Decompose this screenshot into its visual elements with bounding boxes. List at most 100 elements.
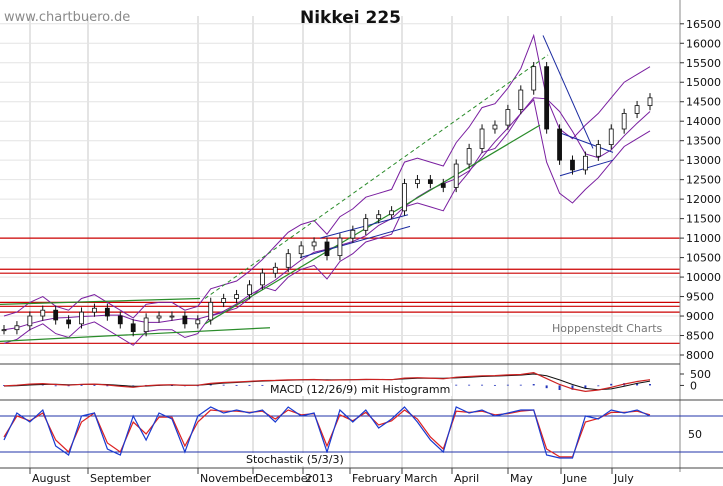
trend-line-dashed bbox=[204, 54, 549, 299]
macd-histogram-bar bbox=[636, 383, 639, 386]
macd-histogram-bar bbox=[248, 384, 251, 386]
provider-label: Hoppenstedt Charts bbox=[552, 322, 663, 335]
macd-histogram-bar bbox=[649, 384, 651, 386]
x-tick-label: April bbox=[454, 472, 479, 485]
macd-histogram-bar bbox=[545, 385, 548, 389]
y-tick-label: 10000 bbox=[686, 271, 721, 284]
price-bar bbox=[492, 124, 498, 130]
macd-histogram-bar bbox=[222, 384, 225, 386]
macd-histogram-bar bbox=[261, 384, 264, 386]
x-tick-label: August bbox=[32, 472, 71, 485]
price-bar bbox=[324, 241, 330, 257]
price-bar bbox=[79, 311, 84, 325]
price-bar bbox=[234, 294, 239, 299]
price-bar bbox=[427, 179, 433, 184]
macd-histogram-bar bbox=[235, 384, 238, 386]
macd-histogram-bar bbox=[209, 384, 212, 386]
macd-histogram-bar bbox=[506, 384, 509, 386]
macd-histogram-bar bbox=[584, 385, 587, 389]
price-bar bbox=[608, 128, 614, 145]
price-bar bbox=[531, 66, 537, 91]
y-tick-label: 12000 bbox=[686, 193, 721, 206]
y-tick-label: 12500 bbox=[686, 174, 721, 187]
price-bar bbox=[182, 315, 188, 325]
price-bar bbox=[415, 179, 420, 184]
macd-histogram-bar bbox=[455, 384, 458, 386]
macd-histogram-bar bbox=[558, 385, 561, 390]
price-bar bbox=[104, 307, 110, 317]
stochastic-k-line bbox=[3, 406, 651, 459]
wedge-line bbox=[559, 132, 614, 153]
price-bars bbox=[1, 61, 653, 337]
macd-histogram-bar bbox=[610, 383, 613, 386]
y-tick-label: 13000 bbox=[686, 154, 721, 167]
price-bar bbox=[634, 105, 640, 114]
y-tick-label: 15000 bbox=[686, 76, 721, 89]
price-bar bbox=[272, 266, 278, 274]
price-bar bbox=[298, 245, 304, 255]
macd-histogram-bar bbox=[519, 384, 522, 386]
price-bar bbox=[363, 218, 369, 231]
macd-histogram-bar bbox=[67, 385, 70, 387]
stochastic-y-tick-label: 50 bbox=[688, 428, 702, 441]
y-tick-label: 8500 bbox=[686, 330, 714, 343]
price-bar bbox=[66, 319, 71, 325]
y-tick-label: 10500 bbox=[686, 252, 721, 265]
price-bar bbox=[544, 66, 550, 130]
price-bar bbox=[285, 253, 291, 268]
macd-histogram-bar bbox=[532, 384, 535, 386]
macd-histogram-bar bbox=[93, 385, 96, 386]
macd-histogram-bar bbox=[196, 385, 199, 387]
x-tick-label: June bbox=[562, 472, 587, 485]
watermark-text[interactable]: www.chartbuero.de bbox=[4, 10, 131, 25]
price-bar bbox=[27, 315, 33, 327]
y-tick-label: 9000 bbox=[686, 310, 714, 323]
price-bar bbox=[195, 319, 201, 325]
price-bar bbox=[247, 284, 252, 296]
price-bar bbox=[337, 237, 343, 257]
macd-label: MACD (12/26/9) mit Histogramm bbox=[268, 383, 453, 396]
price-bar bbox=[130, 323, 136, 333]
y-tick-label: 14500 bbox=[686, 96, 721, 109]
price-bar bbox=[389, 210, 395, 216]
y-tick-label: 15500 bbox=[686, 57, 721, 70]
macd-histogram-bar bbox=[571, 385, 574, 390]
price-bar bbox=[557, 128, 562, 161]
price-bar bbox=[14, 325, 20, 331]
y-tick-label: 16500 bbox=[686, 18, 721, 31]
middle-band-line bbox=[3, 97, 651, 331]
y-tick-label: 9500 bbox=[686, 291, 714, 304]
y-tick-label: 13500 bbox=[686, 135, 721, 148]
x-tick-label: February bbox=[352, 472, 401, 485]
price-bar bbox=[621, 113, 627, 130]
price-bar bbox=[143, 317, 149, 333]
price-bar bbox=[466, 148, 472, 165]
price-bar bbox=[479, 128, 485, 149]
upper-band-line bbox=[3, 33, 651, 319]
stochastic-label: Stochastik (5/3/3) bbox=[244, 453, 346, 466]
price-bar bbox=[208, 301, 214, 321]
macd-line bbox=[3, 371, 651, 393]
macd-y-tick-label: 500 bbox=[690, 368, 711, 381]
price-bar bbox=[350, 229, 356, 239]
macd-histogram-bar bbox=[468, 384, 471, 386]
macd-histogram-bar bbox=[54, 385, 57, 387]
wedge-line bbox=[542, 35, 594, 149]
lower-band-line bbox=[3, 98, 651, 346]
x-tick-label: September bbox=[90, 472, 151, 485]
x-tick-label: December bbox=[255, 472, 313, 485]
price-bar bbox=[440, 183, 446, 188]
price-bar bbox=[169, 315, 175, 318]
price-bar bbox=[221, 298, 227, 303]
price-bar bbox=[259, 272, 265, 286]
price-bar bbox=[376, 214, 382, 220]
y-tick-label: 14000 bbox=[686, 115, 721, 128]
price-bar bbox=[647, 97, 653, 107]
y-tick-label: 16000 bbox=[686, 37, 721, 50]
price-bar bbox=[311, 241, 317, 247]
trend-line-lower bbox=[0, 327, 271, 342]
x-tick-label: March bbox=[404, 472, 438, 485]
macd-histogram-bar bbox=[170, 385, 173, 386]
y-tick-label: 8000 bbox=[686, 349, 714, 362]
